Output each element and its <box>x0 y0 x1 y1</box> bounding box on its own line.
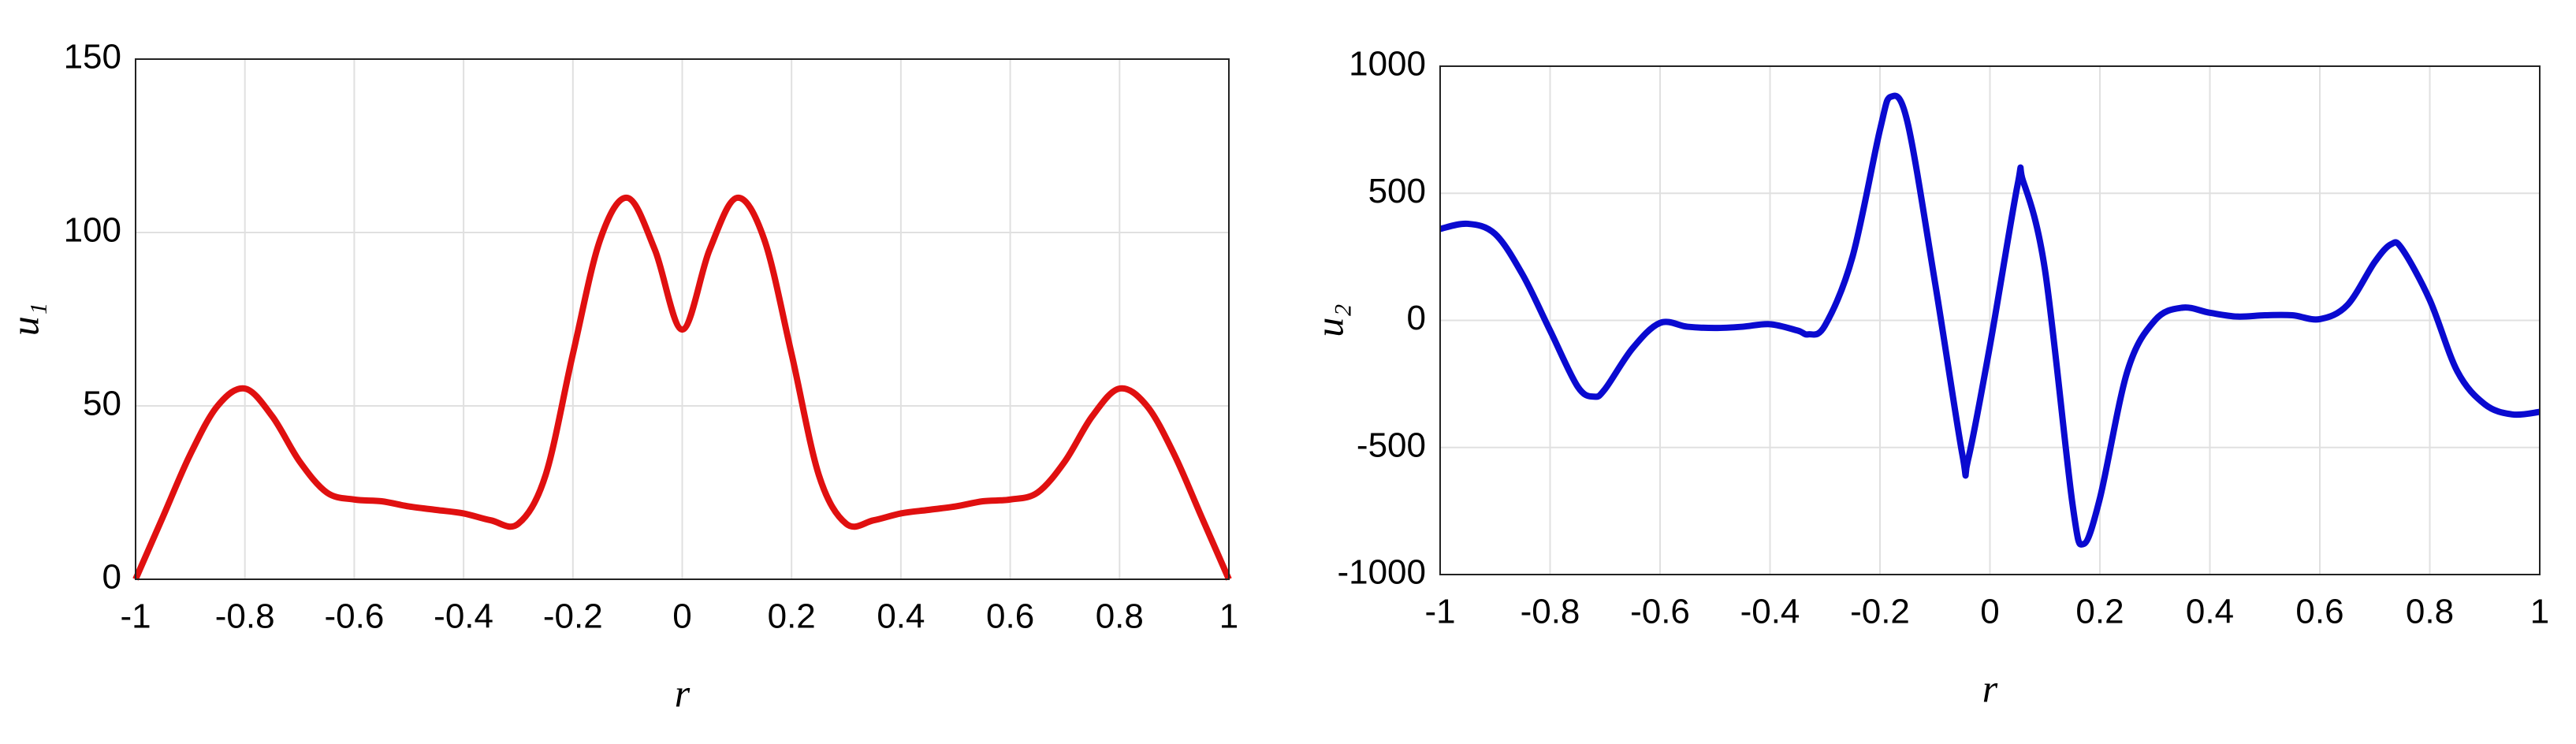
x-axis-label: r <box>675 671 691 715</box>
x-axis-label: r <box>1982 666 1998 710</box>
y-axis-label: u₁ <box>2 303 47 336</box>
x-tick-label: 0.8 <box>2406 593 2454 631</box>
y-tick-label: 0 <box>102 558 121 597</box>
y-tick-label: 150 <box>64 38 121 76</box>
x-tick-label: -0.4 <box>434 597 493 636</box>
plot-frame <box>1439 65 2541 575</box>
y-tick-label: 0 <box>1407 299 1426 337</box>
y-tick-label: 100 <box>64 211 121 250</box>
x-tick-label: -0.6 <box>1630 593 1690 631</box>
x-tick-label: -0.2 <box>543 597 603 636</box>
x-tick-label: 0 <box>1980 593 1999 631</box>
y-tick-label: -500 <box>1357 426 1426 464</box>
x-tick-label: 0.6 <box>986 597 1034 636</box>
plot-frame <box>135 58 1230 580</box>
x-tick-label: -1 <box>120 597 151 636</box>
y-tick-label: 1000 <box>1349 45 1426 84</box>
x-tick-label: 0.2 <box>768 597 816 636</box>
x-tick-label: -0.6 <box>324 597 384 636</box>
x-tick-label: 0.4 <box>2186 593 2234 631</box>
x-tick-label: -0.4 <box>1740 593 1800 631</box>
x-tick-label: 0.6 <box>2295 593 2343 631</box>
x-tick-label: -1 <box>1424 593 1455 631</box>
x-tick-label: 1 <box>2530 593 2549 631</box>
y-tick-label: -1000 <box>1337 553 1426 592</box>
y-tick-label: 500 <box>1368 172 1426 210</box>
y-tick-label: 50 <box>83 385 121 423</box>
x-tick-label: -0.8 <box>215 597 275 636</box>
x-tick-label: 0 <box>672 597 691 636</box>
x-tick-label: 1 <box>1219 597 1238 636</box>
x-tick-label: 0.2 <box>2075 593 2124 631</box>
x-tick-label: -0.8 <box>1521 593 1580 631</box>
data-line <box>132 194 1232 581</box>
x-tick-label: -0.2 <box>1850 593 1910 631</box>
x-tick-label: 0.8 <box>1096 597 1144 636</box>
data-line <box>1439 92 2541 548</box>
y-axis-label: u₂ <box>1307 303 1351 337</box>
x-tick-label: 0.4 <box>877 597 925 636</box>
